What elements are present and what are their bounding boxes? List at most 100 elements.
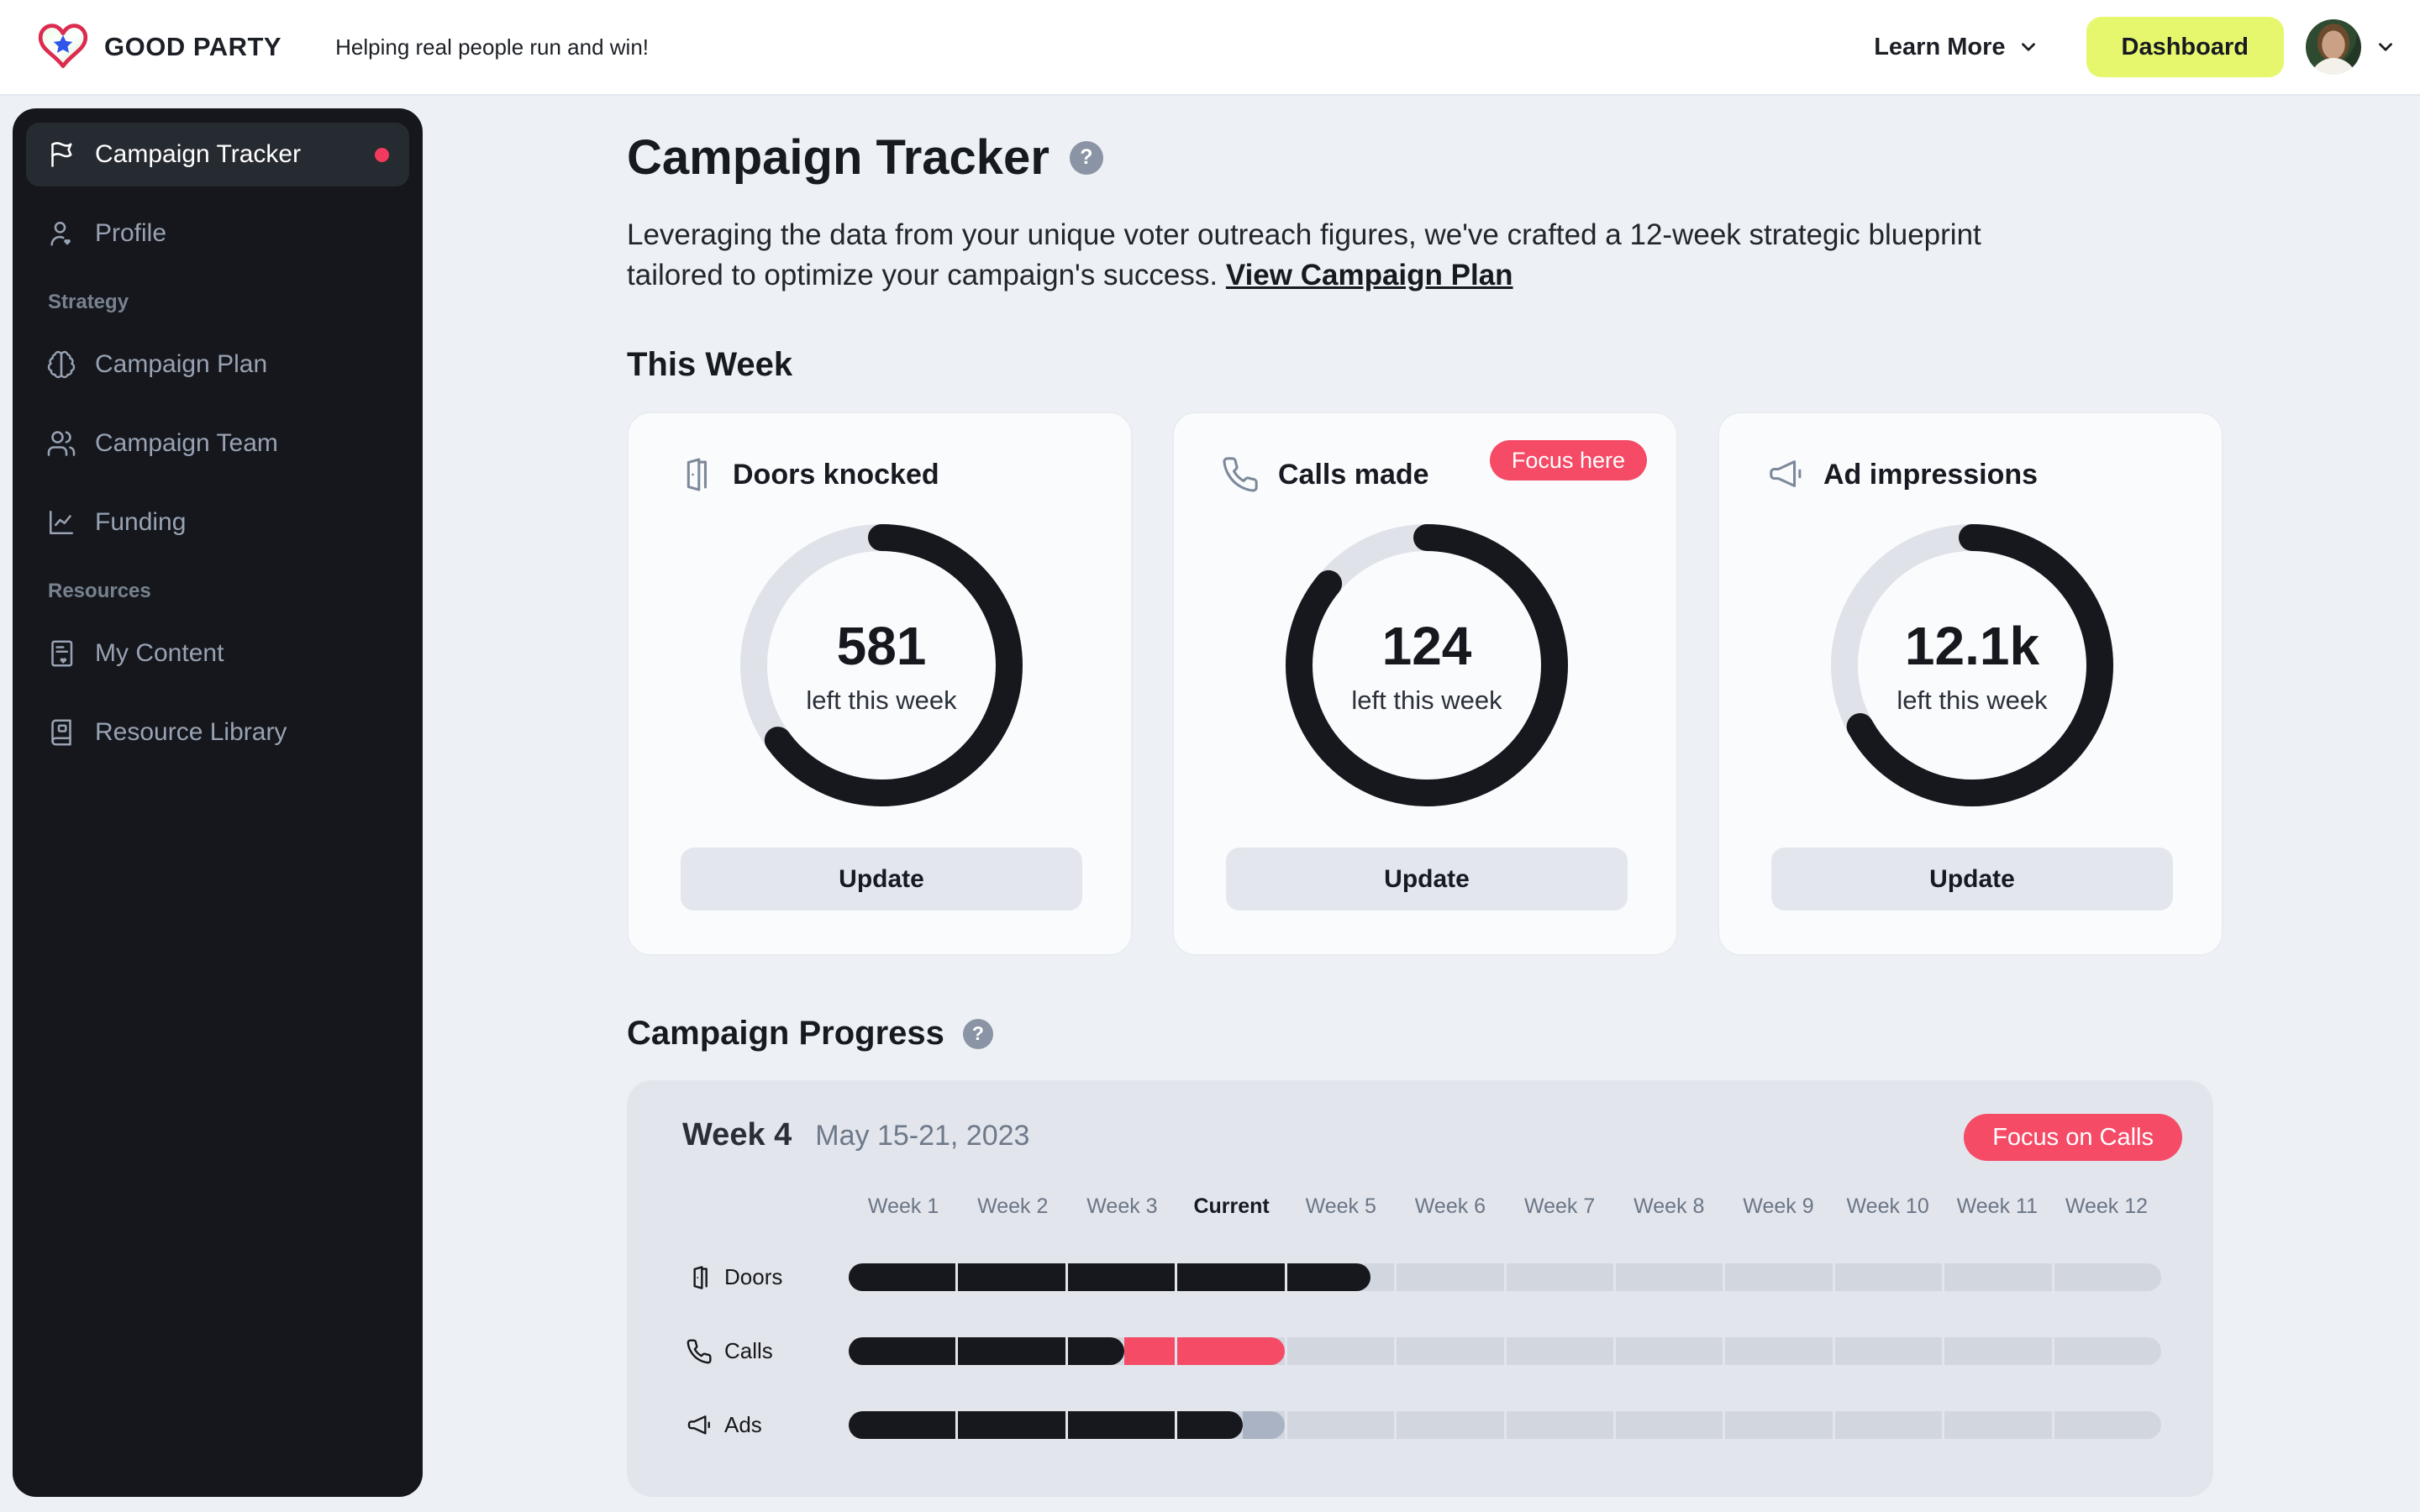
sidebar-item-label: Campaign Tracker bbox=[95, 140, 302, 168]
progress-fill bbox=[1177, 1263, 1285, 1291]
week-column-label: Week 2 bbox=[977, 1194, 1049, 1218]
ads-progress-ring: 12.1k left this week bbox=[1829, 522, 2115, 808]
calls-update-button[interactable]: Update bbox=[1226, 848, 1628, 911]
chart-line-icon bbox=[49, 510, 74, 535]
megaphone-icon bbox=[687, 1415, 710, 1435]
progress-segment bbox=[1944, 1411, 2052, 1439]
sidebar-section-strategy: Strategy bbox=[48, 291, 129, 313]
brand-logo[interactable]: GOOD PARTY bbox=[37, 23, 281, 71]
progress-segment bbox=[1834, 1337, 1943, 1365]
progress-segment bbox=[1067, 1337, 1176, 1365]
focus-on-calls-button[interactable]: Focus on Calls bbox=[1964, 1114, 2182, 1161]
progress-fill bbox=[958, 1263, 1065, 1291]
description-line1: Leveraging the data from your unique vot… bbox=[627, 218, 1981, 251]
door-icon bbox=[687, 458, 707, 491]
sidebar-item-resource-library[interactable]: Resource Library bbox=[26, 701, 409, 764]
ads-update-button[interactable]: Update bbox=[1771, 848, 2173, 911]
progress-segment bbox=[1615, 1337, 1723, 1365]
progress-segment bbox=[1725, 1263, 1833, 1291]
week-column-label: Week 7 bbox=[1523, 1194, 1596, 1218]
doors-update-button[interactable]: Update bbox=[681, 848, 1082, 911]
dashboard-button[interactable]: Dashboard bbox=[2086, 17, 2284, 77]
campaign-progress-heading: Campaign Progress bbox=[627, 1015, 944, 1052]
doors-remaining-value: 581 bbox=[836, 616, 927, 676]
progress-segment bbox=[1944, 1337, 2052, 1365]
week-column-label: Week 11 bbox=[1956, 1194, 2038, 1218]
document-heart-icon bbox=[51, 640, 73, 667]
sidebar-item-campaign-team[interactable]: Campaign Team bbox=[26, 412, 409, 475]
sidebar-item-profile[interactable]: Profile bbox=[26, 202, 409, 265]
page-description: Leveraging the data from your unique vot… bbox=[627, 215, 1988, 296]
sidebar-item-label: Campaign Plan bbox=[95, 350, 268, 378]
week-column-label: Week 6 bbox=[1414, 1194, 1486, 1218]
help-icon[interactable]: ? bbox=[962, 1018, 993, 1049]
progress-segment bbox=[1397, 1411, 1504, 1439]
current-week-label: Week 4 bbox=[682, 1117, 792, 1152]
progress-segment bbox=[1286, 1263, 1395, 1291]
progress-segment bbox=[1725, 1411, 1833, 1439]
progress-segment bbox=[1834, 1263, 1943, 1291]
progress-segment bbox=[2054, 1411, 2162, 1439]
view-campaign-plan-link[interactable]: View Campaign Plan bbox=[1225, 259, 1513, 291]
row-label: Doors bbox=[724, 1264, 783, 1289]
brand-name: GOOD PARTY bbox=[104, 32, 282, 61]
sidebar-item-my-content[interactable]: My Content bbox=[26, 622, 409, 685]
progress-segment bbox=[1177, 1263, 1285, 1291]
sidebar-item-funding[interactable]: Funding bbox=[26, 491, 409, 554]
calls-progress-track bbox=[849, 1337, 2162, 1365]
week-column-label: Week 5 bbox=[1305, 1194, 1376, 1218]
sidebar-section-resources: Resources bbox=[48, 580, 151, 602]
progress-segment bbox=[1286, 1337, 1395, 1365]
progress-fill bbox=[849, 1263, 956, 1291]
ads-progress-track bbox=[849, 1411, 2162, 1439]
chevron-down-icon bbox=[2379, 43, 2392, 51]
ads-remaining-label: left this week bbox=[1897, 685, 2048, 715]
progress-fill bbox=[1286, 1263, 1371, 1291]
this-week-heading: This Week bbox=[627, 346, 793, 383]
progress-segment bbox=[1834, 1411, 1943, 1439]
doors-progress-ring: 581 left this week bbox=[739, 522, 1024, 808]
progress-segment bbox=[958, 1337, 1065, 1365]
progress-segment bbox=[958, 1263, 1065, 1291]
progress-fill bbox=[1242, 1411, 1285, 1439]
progress-segment bbox=[1506, 1337, 1613, 1365]
progress-fill bbox=[849, 1337, 956, 1365]
week-column-label: Current bbox=[1193, 1194, 1270, 1218]
doors-knocked-card: Doors knocked 581 left this week Update bbox=[627, 412, 1133, 956]
progress-fill bbox=[1067, 1411, 1176, 1439]
row-label: Calls bbox=[724, 1338, 773, 1363]
sidebar: Campaign Tracker Profile Strategy Campai… bbox=[13, 108, 423, 1497]
week-column-label: Week 12 bbox=[2065, 1194, 2149, 1218]
sidebar-item-label: My Content bbox=[95, 639, 224, 667]
door-icon bbox=[693, 1265, 708, 1289]
row-label: Ads bbox=[724, 1412, 762, 1437]
week-column-label: Week 3 bbox=[1086, 1194, 1158, 1218]
sidebar-item-campaign-plan[interactable]: Campaign Plan bbox=[26, 333, 409, 396]
week-column-label: Week 8 bbox=[1634, 1194, 1705, 1218]
ads-remaining-value: 12.1k bbox=[1904, 616, 2040, 676]
progress-segment bbox=[849, 1411, 956, 1439]
progress-segment bbox=[1615, 1411, 1723, 1439]
card-title: Calls made bbox=[1278, 458, 1429, 491]
progress-segment bbox=[849, 1263, 956, 1291]
team-icon bbox=[47, 431, 76, 456]
person-heart-icon bbox=[50, 221, 71, 246]
calls-remaining-label: left this week bbox=[1351, 685, 1502, 715]
progress-segment bbox=[1067, 1411, 1176, 1439]
learn-more-menu[interactable]: Learn More bbox=[1874, 34, 2039, 61]
user-menu[interactable] bbox=[2306, 19, 2396, 75]
week-columns: Week 1 Week 2 Week 3 Current Week 5 Week 6 Wee… bbox=[849, 1194, 2161, 1219]
sidebar-item-campaign-tracker[interactable]: Campaign Tracker bbox=[26, 123, 409, 186]
phone-icon bbox=[1223, 457, 1258, 492]
flag-icon bbox=[51, 142, 72, 167]
help-icon[interactable]: ? bbox=[1069, 140, 1103, 175]
book-icon bbox=[51, 719, 71, 746]
progress-fill bbox=[1067, 1263, 1176, 1291]
progress-segment bbox=[958, 1411, 1065, 1439]
progress-segment bbox=[2054, 1337, 2162, 1365]
learn-more-label: Learn More bbox=[1874, 33, 2006, 60]
avatar[interactable] bbox=[2306, 19, 2361, 75]
progress-fill bbox=[1177, 1411, 1243, 1439]
brain-icon bbox=[47, 350, 76, 379]
description-line2: tailored to optimize your campaign's suc… bbox=[627, 259, 1218, 291]
